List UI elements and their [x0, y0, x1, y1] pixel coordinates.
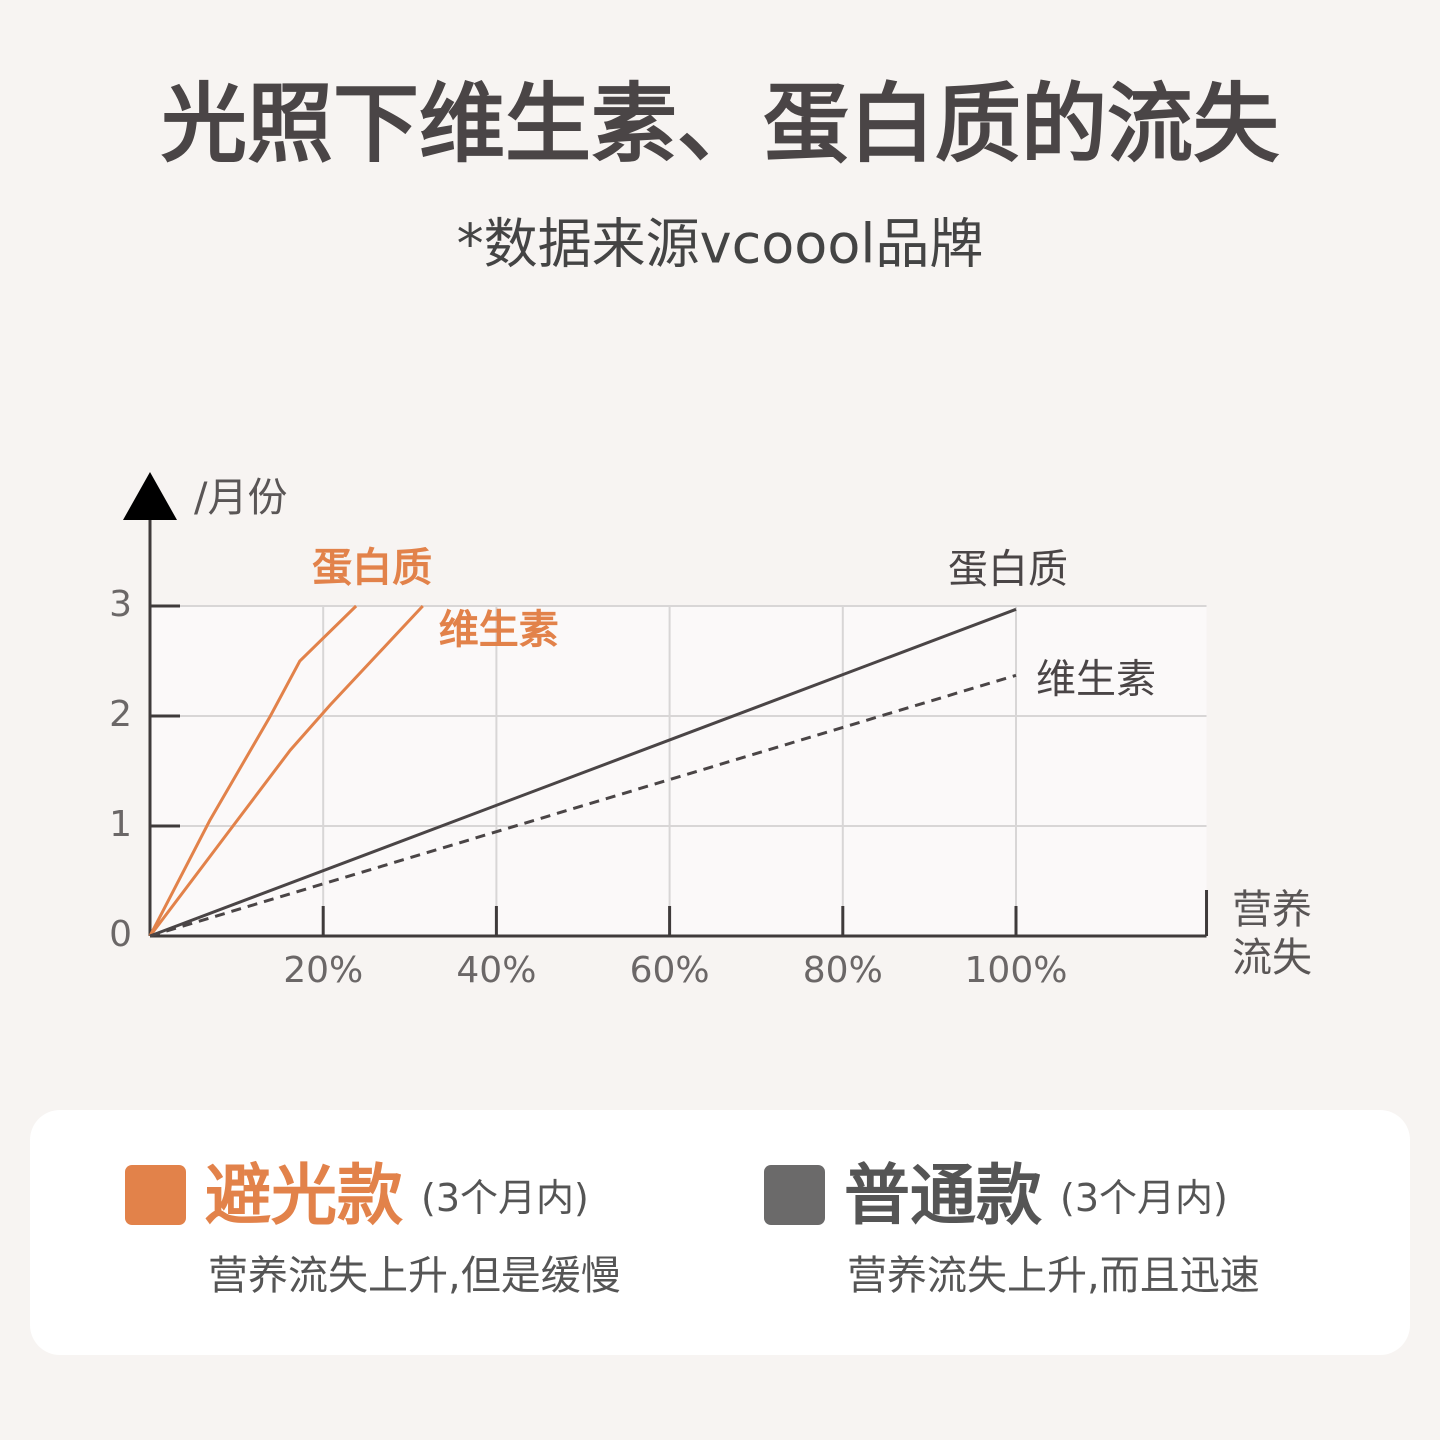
legend-name: 普通款 — [844, 1157, 1042, 1234]
x-axis-label: 营养流失 — [1232, 887, 1312, 981]
plot-background — [150, 606, 1207, 936]
legend-swatch — [764, 1165, 825, 1225]
series-label: 维生素 — [1036, 656, 1156, 702]
x-tick-label: 60% — [630, 950, 710, 991]
legend-note: (3个月内) — [421, 1176, 589, 1220]
legend-description: 营养流失上升,而且迅速 — [847, 1253, 1260, 1299]
series-line — [148, 604, 424, 937]
y-tick-label: 1 — [109, 804, 132, 845]
legend-entry: 普通款 (3个月内) — [844, 1157, 1228, 1234]
y-axis-arrow — [123, 472, 177, 520]
y-tick-label: 3 — [109, 584, 132, 625]
legend-entry: 避光款 (3个月内) — [205, 1157, 589, 1234]
y-tick-label: 2 — [109, 694, 132, 735]
legend-swatch — [125, 1165, 186, 1225]
title: 光照下维生素、蛋白质的流失 — [161, 74, 1280, 174]
series-label: 维生素 — [439, 607, 559, 653]
x-tick-label: 40% — [456, 950, 536, 991]
legend-name: 避光款 — [205, 1157, 403, 1234]
x-tick-label: 20% — [283, 950, 363, 991]
subtitle: *数据来源vcoool品牌 — [457, 213, 984, 276]
series-line — [149, 607, 1017, 938]
x-tick-label: 100% — [965, 950, 1068, 991]
legend-card — [30, 1110, 1410, 1355]
y-axis-label: /月份 — [194, 475, 287, 521]
series-line — [148, 604, 358, 937]
x-tick-label: 80% — [803, 950, 883, 991]
legend-description: 营养流失上升,但是缓慢 — [208, 1253, 621, 1299]
y-tick-label: 0 — [109, 914, 132, 955]
legend-note: (3个月内) — [1060, 1176, 1228, 1220]
series-label: 蛋白质 — [312, 545, 432, 591]
series-line — [149, 673, 1017, 938]
series-label: 蛋白质 — [948, 546, 1068, 592]
